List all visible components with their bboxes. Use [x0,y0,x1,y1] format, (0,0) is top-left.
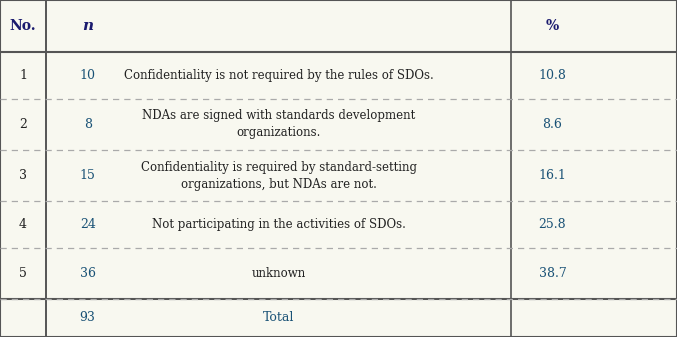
Text: 1: 1 [19,69,27,82]
Text: Confidentiality is not required by the rules of SDOs.: Confidentiality is not required by the r… [124,69,433,82]
Text: 3: 3 [19,169,27,182]
Text: 8.6: 8.6 [542,118,563,131]
Text: 38.7: 38.7 [539,267,566,280]
Text: Total: Total [263,311,294,325]
Text: No.: No. [9,19,37,33]
Text: 2: 2 [19,118,27,131]
Text: 25.8: 25.8 [539,218,566,231]
Text: 4: 4 [19,218,27,231]
Text: NDAs are signed with standards development
organizations.: NDAs are signed with standards developme… [142,109,415,140]
Text: 5: 5 [19,267,27,280]
Text: 16.1: 16.1 [538,169,567,182]
Text: 8: 8 [84,118,91,131]
Text: 10.8: 10.8 [538,69,567,82]
Text: %: % [546,19,559,33]
Text: 15: 15 [80,169,95,182]
Text: 24: 24 [80,218,95,231]
Text: unknown: unknown [251,267,306,280]
Text: n: n [82,19,93,33]
Text: 10: 10 [80,69,95,82]
Text: 36: 36 [80,267,95,280]
Text: Confidentiality is required by standard-setting
organizations, but NDAs are not.: Confidentiality is required by standard-… [141,160,416,191]
Text: Not participating in the activities of SDOs.: Not participating in the activities of S… [152,218,406,231]
Text: 93: 93 [80,311,95,325]
